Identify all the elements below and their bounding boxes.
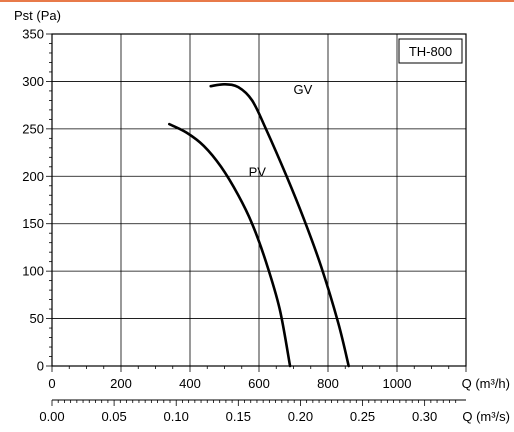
model-label-box: TH-800 [398, 38, 463, 64]
model-label: TH-800 [409, 44, 452, 59]
minor-ticks [46, 33, 467, 372]
x-axis-label: Q (m³/h) [462, 376, 510, 391]
series-labels: PV GV [249, 82, 313, 180]
x2-tick-label: 0.25 [350, 409, 375, 424]
model-label-frame [398, 38, 463, 64]
y-tick-label: 150 [22, 216, 44, 231]
x2-tick-label: 0.05 [101, 409, 126, 424]
top-accent-rule [0, 0, 514, 2]
secondary-x-axis: 0.00 0.05 0.10 0.15 0.20 0.25 0.30 [39, 399, 466, 424]
x-tick-label: 800 [317, 376, 339, 391]
y-tick-label: 100 [22, 264, 44, 279]
x-tick-label: 400 [179, 376, 201, 391]
x2-tick-label: 0.00 [39, 409, 64, 424]
y-tick-label: 50 [30, 311, 44, 326]
y-tick-label: 0 [37, 359, 44, 374]
y-tick-label: 300 [22, 74, 44, 89]
y-tick-label: 350 [22, 27, 44, 42]
x2-tick-label: 0.10 [164, 409, 189, 424]
y-tick-label: 200 [22, 169, 44, 184]
series-label-pv: PV [249, 164, 267, 179]
y-axis-label: Pst (Pa) [14, 8, 61, 23]
series-layer [168, 82, 350, 368]
y-tick-label: 250 [22, 121, 44, 136]
x2-tick-label: 0.20 [288, 409, 313, 424]
x2-tick-label: 0.30 [412, 409, 437, 424]
series-label-gv: GV [294, 82, 313, 97]
x2-axis-label: Q (m³/s) [462, 409, 510, 424]
series-line-gv [209, 82, 350, 368]
y-tick-labels: 0 50 100 150 200 250 300 350 [22, 27, 44, 374]
series-line-pv [168, 122, 292, 368]
x-tick-labels: 0 200 400 600 800 1000 [48, 376, 411, 391]
x-tick-label: 0 [48, 376, 55, 391]
grid [52, 34, 466, 366]
x-tick-label: 1000 [383, 376, 412, 391]
x-tick-label: 600 [248, 376, 270, 391]
x-tick-label: 200 [110, 376, 132, 391]
x2-tick-label: 0.15 [226, 409, 251, 424]
